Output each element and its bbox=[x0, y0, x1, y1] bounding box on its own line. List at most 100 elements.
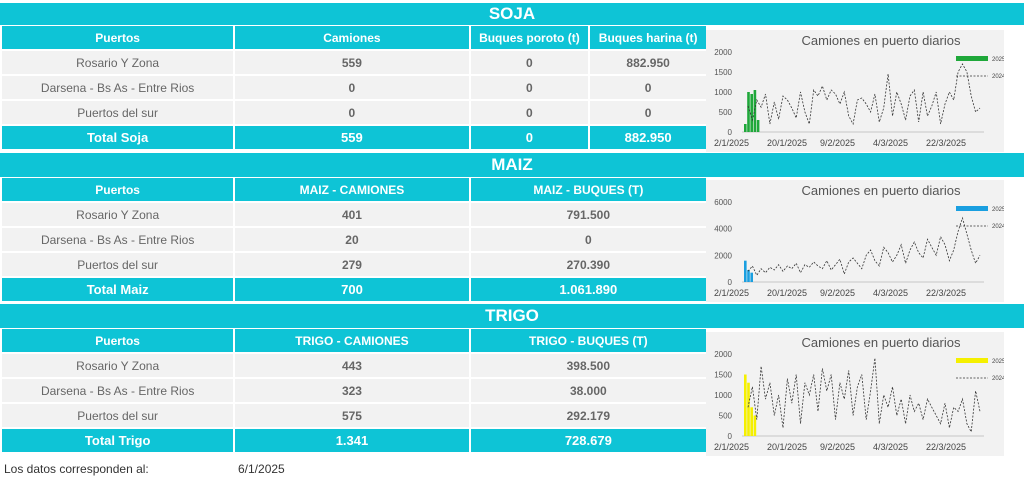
cell-value: 279 bbox=[235, 253, 469, 276]
soja-col-buques-harina: Buques harina (t) bbox=[590, 26, 706, 49]
x-tick-label: 2/1/2025 bbox=[714, 138, 749, 148]
cell-value: 398.500 bbox=[470, 354, 706, 377]
port-name: Rosario Y Zona bbox=[2, 354, 234, 377]
x-tick-label: 4/3/2025 bbox=[873, 138, 908, 148]
y-tick-label: 4000 bbox=[714, 225, 732, 234]
cell-value: 0 bbox=[590, 101, 706, 124]
trigo-total-row: Total Trigo 1.341 728.679 bbox=[2, 429, 706, 452]
trigo-col-puertos: Puertos bbox=[2, 329, 234, 352]
table-row: Puertos del sur 0 0 0 bbox=[2, 101, 706, 124]
soja-header-row: Puertos Camiones Buques poroto (t) Buque… bbox=[2, 26, 706, 49]
port-name: Darsena - Bs As - Entre Rios bbox=[2, 76, 234, 99]
line-2024 bbox=[747, 216, 981, 277]
trigo-table: Puertos TRIGO - CAMIONES TRIGO - BUQUES … bbox=[0, 327, 708, 454]
cell-value: 882.950 bbox=[590, 51, 706, 74]
soja-col-camiones: Camiones bbox=[235, 26, 469, 49]
y-tick-label: 500 bbox=[719, 108, 733, 117]
cell-value: 0 bbox=[590, 76, 706, 99]
x-tick-label: 4/3/2025 bbox=[873, 288, 908, 298]
chart-title: Camiones en puerto diarios bbox=[802, 183, 961, 198]
total-label: Total Trigo bbox=[2, 429, 234, 452]
x-tick-label: 20/1/2025 bbox=[767, 442, 807, 452]
x-tick-label: 20/1/2025 bbox=[767, 288, 807, 298]
table-row: Rosario Y Zona 443 398.500 bbox=[2, 354, 706, 377]
legend-label-2024: 2024 bbox=[992, 74, 1004, 80]
y-tick-label: 0 bbox=[728, 278, 733, 287]
y-tick-label: 0 bbox=[728, 432, 733, 441]
legend-swatch-2025 bbox=[956, 206, 988, 211]
y-tick-label: 1000 bbox=[714, 391, 732, 400]
total-value: 700 bbox=[235, 278, 469, 301]
cell-value: 0 bbox=[235, 101, 469, 124]
soja-chart: Camiones en puerto diarios 0 500 1000 1500 20… bbox=[706, 30, 1004, 152]
legend-swatch-2025 bbox=[956, 358, 988, 363]
line-2024 bbox=[747, 63, 981, 126]
cell-value: 270.390 bbox=[470, 253, 706, 276]
y-tick-label: 6000 bbox=[714, 198, 732, 207]
maiz-chart-svg: Camiones en puerto diarios 0 2000 4000 6000 2… bbox=[714, 183, 1004, 298]
port-name: Puertos del sur bbox=[2, 404, 234, 427]
x-tick-label: 22/3/2025 bbox=[926, 138, 966, 148]
cell-value: 38.000 bbox=[470, 379, 706, 402]
total-value: 559 bbox=[235, 126, 469, 149]
bar-2025 bbox=[747, 270, 750, 282]
trigo-col-camiones: TRIGO - CAMIONES bbox=[235, 329, 469, 352]
bar-2025 bbox=[750, 94, 753, 132]
bar-2025 bbox=[750, 272, 753, 282]
maiz-col-buques: MAIZ - BUQUES (T) bbox=[470, 178, 706, 201]
total-label: Total Soja bbox=[2, 126, 234, 149]
total-value: 1.341 bbox=[235, 429, 469, 452]
cell-value: 323 bbox=[235, 379, 469, 402]
cell-value: 0 bbox=[470, 76, 589, 99]
bar-2025 bbox=[753, 415, 757, 436]
legend-label-2025: 2025 bbox=[992, 57, 1004, 63]
x-tick-label: 22/3/2025 bbox=[926, 288, 966, 298]
bar-2025 bbox=[747, 92, 750, 132]
cell-value: 575 bbox=[235, 404, 469, 427]
cell-value: 443 bbox=[235, 354, 469, 377]
soja-table: Puertos Camiones Buques poroto (t) Buque… bbox=[0, 24, 708, 151]
total-value: 728.679 bbox=[470, 429, 706, 452]
cell-value: 0 bbox=[235, 76, 469, 99]
table-row: Darsena - Bs As - Entre Rios 20 0 bbox=[2, 228, 706, 251]
port-name: Puertos del sur bbox=[2, 253, 234, 276]
y-tick-label: 1500 bbox=[714, 371, 732, 380]
bar-2025 bbox=[744, 124, 747, 132]
bar-2025 bbox=[744, 374, 747, 436]
soja-total-row: Total Soja 559 0 882.950 bbox=[2, 126, 706, 149]
maiz-header-row: Puertos MAIZ - CAMIONES MAIZ - BUQUES (T… bbox=[2, 178, 706, 201]
maiz-chart: Camiones en puerto diarios 0 2000 4000 6000 2… bbox=[706, 180, 1004, 302]
cell-value: 0 bbox=[470, 101, 589, 124]
trigo-col-buques: TRIGO - BUQUES (T) bbox=[470, 329, 706, 352]
maiz-col-puertos: Puertos bbox=[2, 178, 234, 201]
bar-2025 bbox=[744, 260, 747, 282]
x-tick-label: 9/2/2025 bbox=[820, 138, 855, 148]
cell-value: 791.500 bbox=[470, 203, 706, 226]
total-value: 0 bbox=[470, 126, 589, 149]
trigo-header-row: Puertos TRIGO - CAMIONES TRIGO - BUQUES … bbox=[2, 329, 706, 352]
cell-value: 401 bbox=[235, 203, 469, 226]
y-tick-label: 2000 bbox=[714, 251, 732, 260]
soja-title-band: SOJA bbox=[0, 3, 1024, 25]
maiz-table: Puertos MAIZ - CAMIONES MAIZ - BUQUES (T… bbox=[0, 176, 708, 303]
chart-title: Camiones en puerto diarios bbox=[802, 335, 961, 350]
cell-value: 0 bbox=[470, 51, 589, 74]
cell-value: 292.179 bbox=[470, 404, 706, 427]
legend-label-2024: 2024 bbox=[992, 224, 1004, 230]
cell-value: 559 bbox=[235, 51, 469, 74]
footer-date: 6/1/2025 bbox=[238, 462, 285, 476]
bar-2025 bbox=[756, 120, 760, 132]
total-label: Total Maiz bbox=[2, 278, 234, 301]
y-tick-label: 2000 bbox=[714, 48, 732, 57]
legend-label-2025: 2025 bbox=[992, 359, 1004, 365]
soja-chart-svg: Camiones en puerto diarios 0 500 1000 1500 20… bbox=[714, 33, 1004, 148]
table-row: Rosario Y Zona 559 0 882.950 bbox=[2, 51, 706, 74]
port-name: Rosario Y Zona bbox=[2, 203, 234, 226]
legend-swatch-2025 bbox=[956, 56, 988, 61]
y-tick-label: 500 bbox=[719, 412, 733, 421]
trigo-chart-svg: Camiones en puerto diarios 0 500 1000 1500 20… bbox=[714, 335, 1004, 452]
total-value: 882.950 bbox=[590, 126, 706, 149]
line-2024 bbox=[747, 358, 981, 434]
port-name: Darsena - Bs As - Entre Rios bbox=[2, 379, 234, 402]
x-tick-label: 20/1/2025 bbox=[767, 138, 807, 148]
